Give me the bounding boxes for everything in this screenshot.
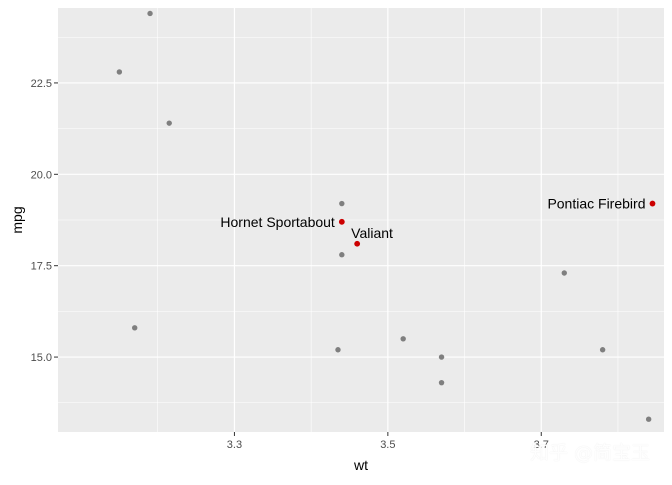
- data-point: [116, 69, 123, 75]
- y-tick-label: 20.0: [31, 169, 52, 181]
- data-point: [166, 120, 172, 126]
- y-tick-label: 22.5: [31, 78, 52, 90]
- x-tick-label: 3.5: [380, 439, 395, 451]
- y-tick-label: 17.5: [31, 261, 52, 273]
- data-point: [438, 379, 445, 386]
- x-tick-label: 3.3: [227, 439, 242, 451]
- data-point: [335, 347, 341, 353]
- x-axis-title: wt: [353, 457, 368, 473]
- y-axis-title: mpg: [9, 206, 25, 233]
- highlight-point: [354, 240, 361, 247]
- point-label: Pontiac Firebird: [547, 196, 645, 212]
- y-tick-label: 15.0: [31, 352, 52, 364]
- highlight-point: [649, 200, 656, 207]
- highlight-point: [338, 218, 345, 225]
- data-point: [400, 336, 406, 342]
- data-point: [132, 325, 138, 331]
- point-label: Valiant: [351, 225, 393, 241]
- data-point: [599, 347, 606, 353]
- data-point: [438, 354, 445, 360]
- data-point: [645, 416, 652, 422]
- point-label: Hornet Sportabout: [220, 214, 335, 230]
- data-point: [561, 270, 567, 276]
- data-point: [147, 10, 153, 17]
- x-tick-label: 3.7: [534, 439, 549, 451]
- data-point: [339, 252, 345, 258]
- data-point: [339, 200, 345, 207]
